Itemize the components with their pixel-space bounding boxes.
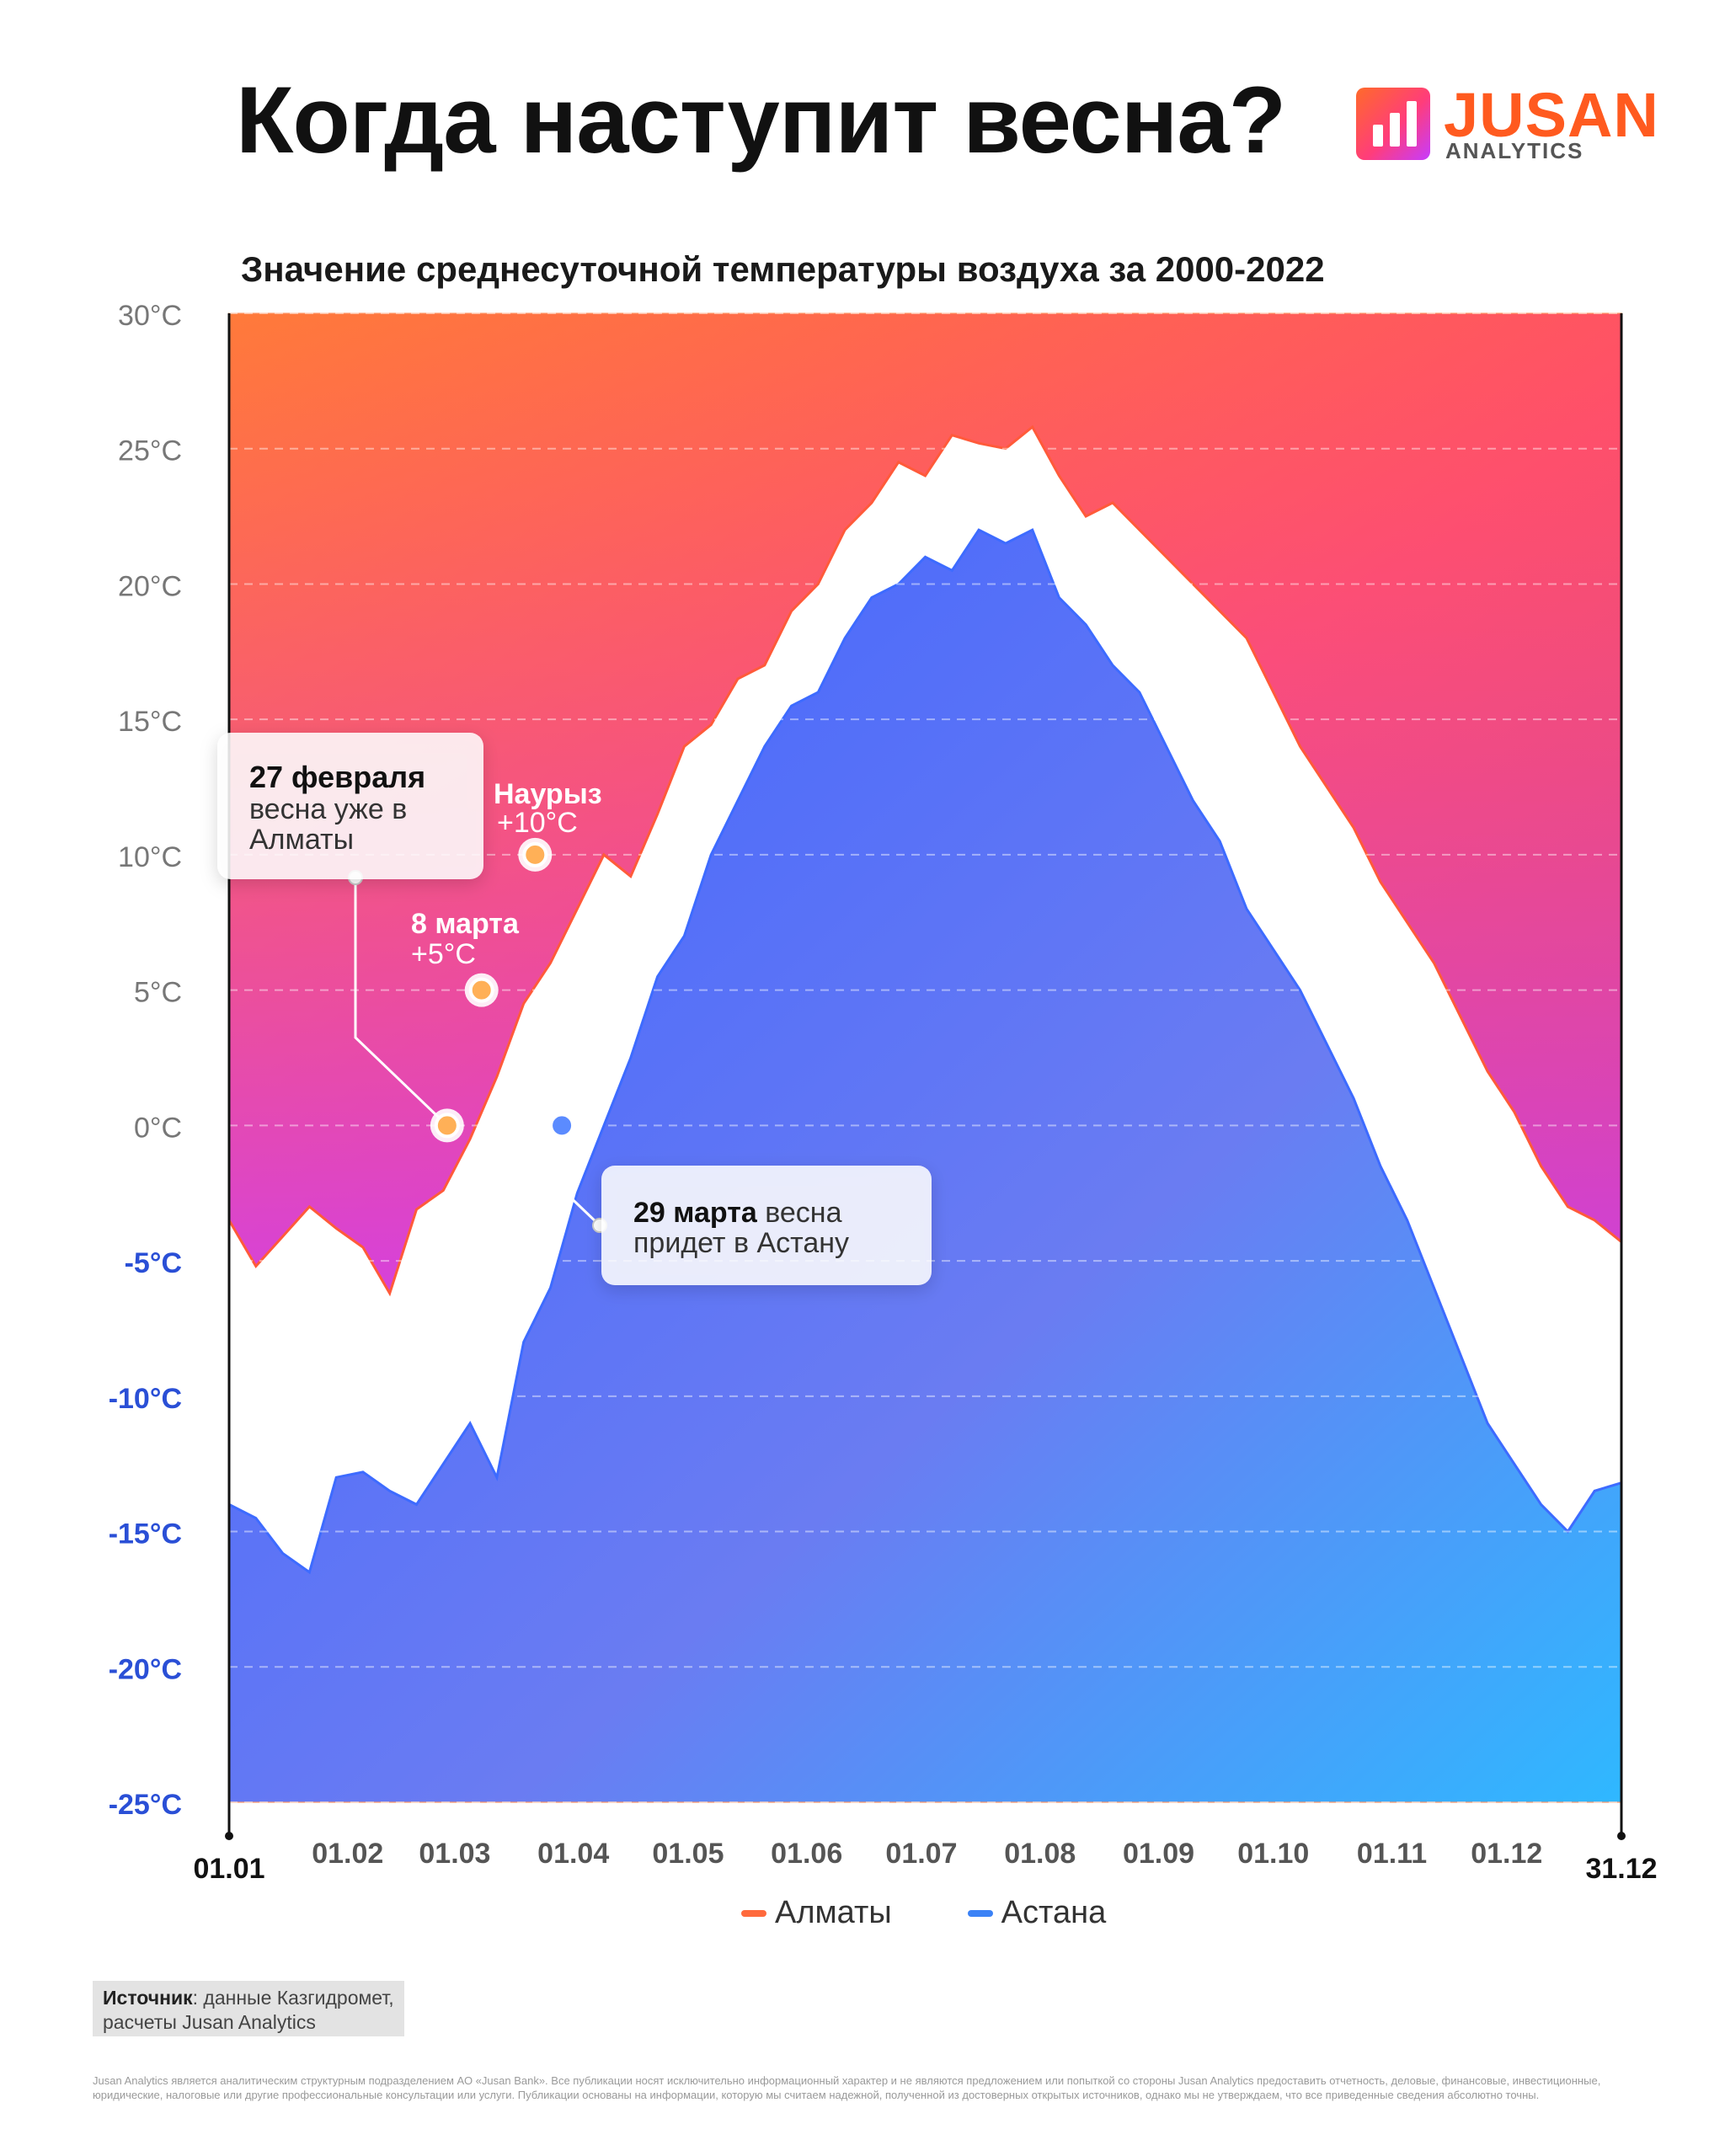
legend-label-astana: Астана [1001, 1895, 1107, 1930]
x-tick-label: 01.04 [537, 1838, 609, 1870]
y-tick-label: -20°C [109, 1653, 182, 1685]
marker-feb27 [434, 1113, 460, 1139]
x-tick-label: 31.12 [1585, 1853, 1657, 1885]
x-tick-label: 01.08 [1004, 1838, 1076, 1870]
legend-item-astana: Астана [967, 1895, 1107, 1931]
logo-subtext: ANALYTICS [1445, 138, 1584, 163]
legend-label-almaty: Алматы [775, 1895, 892, 1930]
disclaimer: Jusan Analytics является аналитическим с… [93, 2074, 1601, 2101]
callout-feb27 [217, 733, 483, 879]
x-tick-label: 01.02 [312, 1838, 383, 1870]
callout-leader-feb27 [354, 878, 448, 1127]
source-note: Источник: данные Казгидромет, расчеты Ju… [93, 1981, 404, 2036]
chart-title: Значение среднесуточной температуры возд… [241, 249, 1325, 289]
annotation-mar8-value: +5°C [411, 938, 476, 970]
callout-mar29-text: весна [765, 1197, 841, 1229]
callout-feb27-text: весна уже в [249, 793, 407, 825]
y-tick-label: 0°C [134, 1112, 182, 1144]
callout-feb27-title: 27 февраля [249, 760, 425, 794]
annotation-nauryz-title: Наурыз [494, 778, 602, 810]
y-tick-label: 15°C [118, 706, 182, 738]
callout-mar29 [601, 1166, 932, 1285]
legend-swatch-almaty [741, 1909, 766, 1917]
callout-mar29-date: 29 марта [633, 1197, 765, 1229]
x-tick-label: 01.11 [1357, 1838, 1427, 1870]
x-tick-label: 01.09 [1123, 1838, 1194, 1870]
axis-end-dot [225, 1832, 233, 1840]
y-tick-label: 30°C [118, 300, 182, 332]
legend-swatch-astana [967, 1909, 993, 1917]
marker-mar8 [468, 977, 494, 1003]
axis-end-dot [1617, 1832, 1626, 1840]
logo-text: JUSAN [1444, 80, 1659, 150]
series-line-almaty [227, 424, 1622, 1297]
y-tick-label: 10°C [118, 841, 182, 873]
page-title: Когда наступит весна? [236, 67, 1286, 173]
marker-mar29 [549, 1113, 575, 1139]
annotation-nauryz-value: +10°C [497, 807, 578, 839]
source-text: : данные Казгидромет, расчеты Jusan Anal… [103, 1987, 394, 2033]
callout-mar29-title: 29 марта весна [633, 1197, 842, 1229]
callout-mar29-text: придет в Астану [633, 1227, 849, 1259]
x-tick-label: 01.06 [771, 1838, 842, 1870]
series-line-astana [228, 528, 1622, 1575]
chart-legend: Алматы Астана [741, 1895, 1106, 1931]
temperature-chart: 30°C 25°C 20°C 15°C 10°C 5°C 0°C -5°C -10°C -15°C… [109, 300, 1658, 1885]
y-tick-label: -15°C [109, 1518, 182, 1550]
y-tick-label: 5°C [134, 977, 182, 1009]
source-label: Источник [103, 1987, 193, 2009]
y-tick-label: 20°C [118, 570, 182, 602]
x-tick-label: 01.07 [885, 1838, 957, 1870]
x-tick-label: 01.05 [652, 1838, 724, 1870]
y-tick-label: -10°C [109, 1383, 182, 1415]
logo-bar-chart-icon [1356, 88, 1430, 160]
x-tick-label: 01.10 [1237, 1838, 1309, 1870]
series-area-astana [229, 530, 1621, 1803]
callout-leader-mar29 [560, 1125, 601, 1227]
x-tick-label: 01.12 [1471, 1838, 1542, 1870]
legend-item-almaty: Алматы [741, 1895, 892, 1931]
series-area-almaty-shade [229, 313, 1621, 1294]
y-tick-label: -25°C [109, 1789, 182, 1821]
marker-nauryz [522, 841, 548, 867]
jusan-logo: JUSAN ANALYTICS [1356, 80, 1658, 168]
y-tick-label: 25°C [118, 435, 182, 467]
y-tick-label: -5°C [125, 1247, 182, 1279]
x-tick-label: 01.01 [193, 1853, 264, 1885]
callout-feb27-text: Алматы [249, 824, 354, 856]
x-tick-label: 01.03 [419, 1838, 490, 1870]
annotation-mar8-title: 8 марта [411, 908, 520, 940]
